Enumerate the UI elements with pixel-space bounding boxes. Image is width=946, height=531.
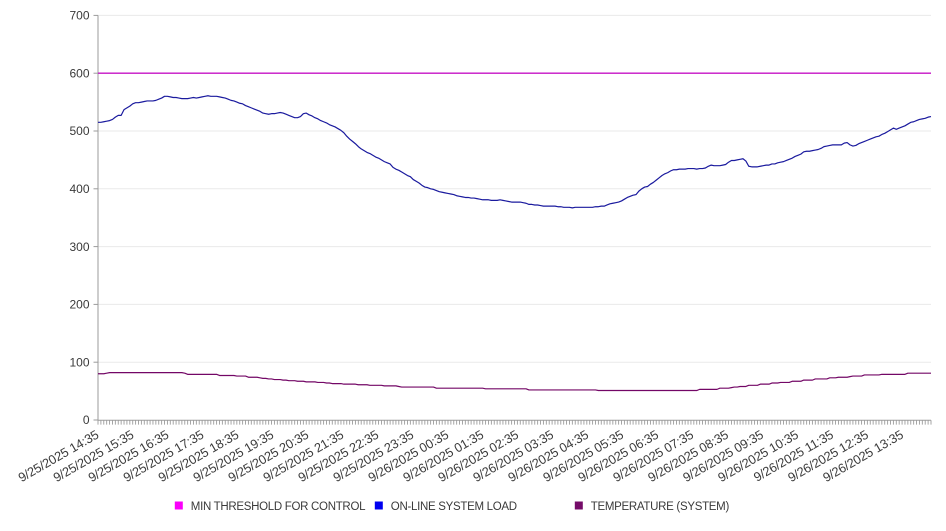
svg-text:0: 0 [83,413,90,427]
svg-text:500: 500 [69,124,89,138]
svg-text:MIN THRESHOLD FOR CONTROL: MIN THRESHOLD FOR CONTROL [191,501,366,513]
svg-text:200: 200 [69,298,89,312]
svg-text:TEMPERATURE (SYSTEM): TEMPERATURE (SYSTEM) [591,501,730,513]
svg-text:700: 700 [69,9,89,23]
svg-text:100: 100 [69,355,89,369]
svg-text:ON-LINE SYSTEM LOAD: ON-LINE SYSTEM LOAD [391,501,517,513]
svg-text:300: 300 [69,240,89,254]
svg-text:600: 600 [69,66,89,80]
svg-text:400: 400 [69,182,89,196]
